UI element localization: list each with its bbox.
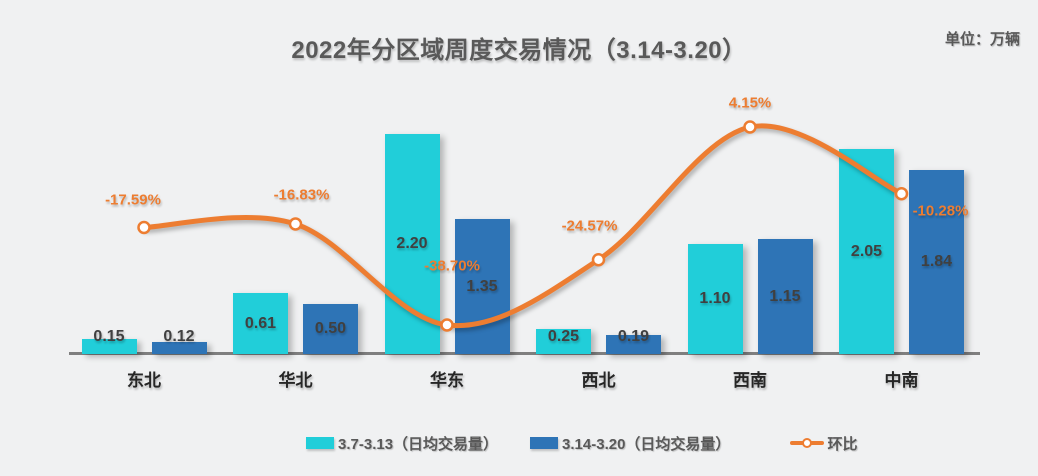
bar-value-label: 1.10 bbox=[699, 290, 731, 307]
x-axis-line bbox=[69, 352, 980, 355]
ratio-value-label: 4.15% bbox=[728, 94, 772, 112]
bar-value-label: 1.84 bbox=[920, 253, 953, 270]
category-label: 中南 bbox=[884, 371, 919, 390]
legend-line-marker-icon bbox=[790, 437, 825, 449]
category-label: 华东 bbox=[430, 371, 464, 390]
category-label: 东北 bbox=[127, 371, 161, 390]
bar-week1 bbox=[536, 329, 591, 354]
bar-value-label: 2.05 bbox=[850, 242, 883, 260]
legend-item-week2: 3.14-3.20（日均交易量） bbox=[530, 433, 730, 454]
category-label: 西南 bbox=[733, 371, 767, 390]
ratio-value-label: -10.28% bbox=[912, 202, 969, 220]
line-marker-icon bbox=[288, 217, 303, 231]
bar-value-label: 0.19 bbox=[617, 328, 650, 345]
ratio-value-label: -38.70% bbox=[424, 257, 480, 275]
legend-item-ratio: 环比 bbox=[790, 433, 857, 454]
legend-label-ratio: 环比 bbox=[827, 435, 858, 453]
line-marker-icon bbox=[894, 186, 909, 201]
legend-label-week1: 3.7-3.13（日均交易量） bbox=[338, 435, 499, 453]
bar-week2 bbox=[151, 342, 207, 354]
ratio-value-label: -24.57% bbox=[561, 217, 618, 235]
bar-value-label: 0.15 bbox=[93, 328, 125, 345]
category-label: 西北 bbox=[581, 371, 616, 390]
chart-title: 2022年分区域周度交易情况（3.14-3.20） bbox=[291, 37, 747, 64]
bar-value-label: 0.50 bbox=[314, 320, 347, 337]
bar-week2 bbox=[606, 335, 661, 354]
line-marker-icon bbox=[743, 120, 757, 134]
legend-line-dot-icon bbox=[802, 438, 813, 448]
legend: 3.7-3.13（日均交易量） 3.14-3.20（日均交易量） 环比 bbox=[306, 433, 857, 453]
line-marker-icon bbox=[440, 318, 454, 332]
bar-value-label: 0.25 bbox=[547, 328, 580, 345]
bar-value-label: 0.12 bbox=[163, 328, 195, 345]
ratio-value-label: -17.59% bbox=[105, 191, 161, 209]
bar-value-label: 2.20 bbox=[396, 235, 428, 252]
legend-swatch-cyan-icon bbox=[306, 437, 334, 449]
bar-value-label: 0.61 bbox=[244, 314, 277, 332]
unit-label: 单位：万辆 bbox=[944, 31, 1020, 48]
bar-value-label: 1.35 bbox=[466, 277, 498, 295]
bar-week1 bbox=[81, 339, 137, 354]
bar-value-label: 1.15 bbox=[769, 287, 801, 305]
legend-swatch-blue-icon bbox=[530, 437, 559, 449]
line-marker-icon bbox=[137, 220, 151, 235]
bar-week2 bbox=[909, 170, 964, 354]
category-label: 华北 bbox=[278, 371, 313, 390]
legend-label-week2: 3.14-3.20（日均交易量） bbox=[562, 435, 731, 453]
line-marker-icon bbox=[591, 252, 606, 267]
legend-item-week1: 3.7-3.13（日均交易量） bbox=[306, 433, 498, 454]
ratio-value-label: -16.83% bbox=[273, 186, 330, 204]
